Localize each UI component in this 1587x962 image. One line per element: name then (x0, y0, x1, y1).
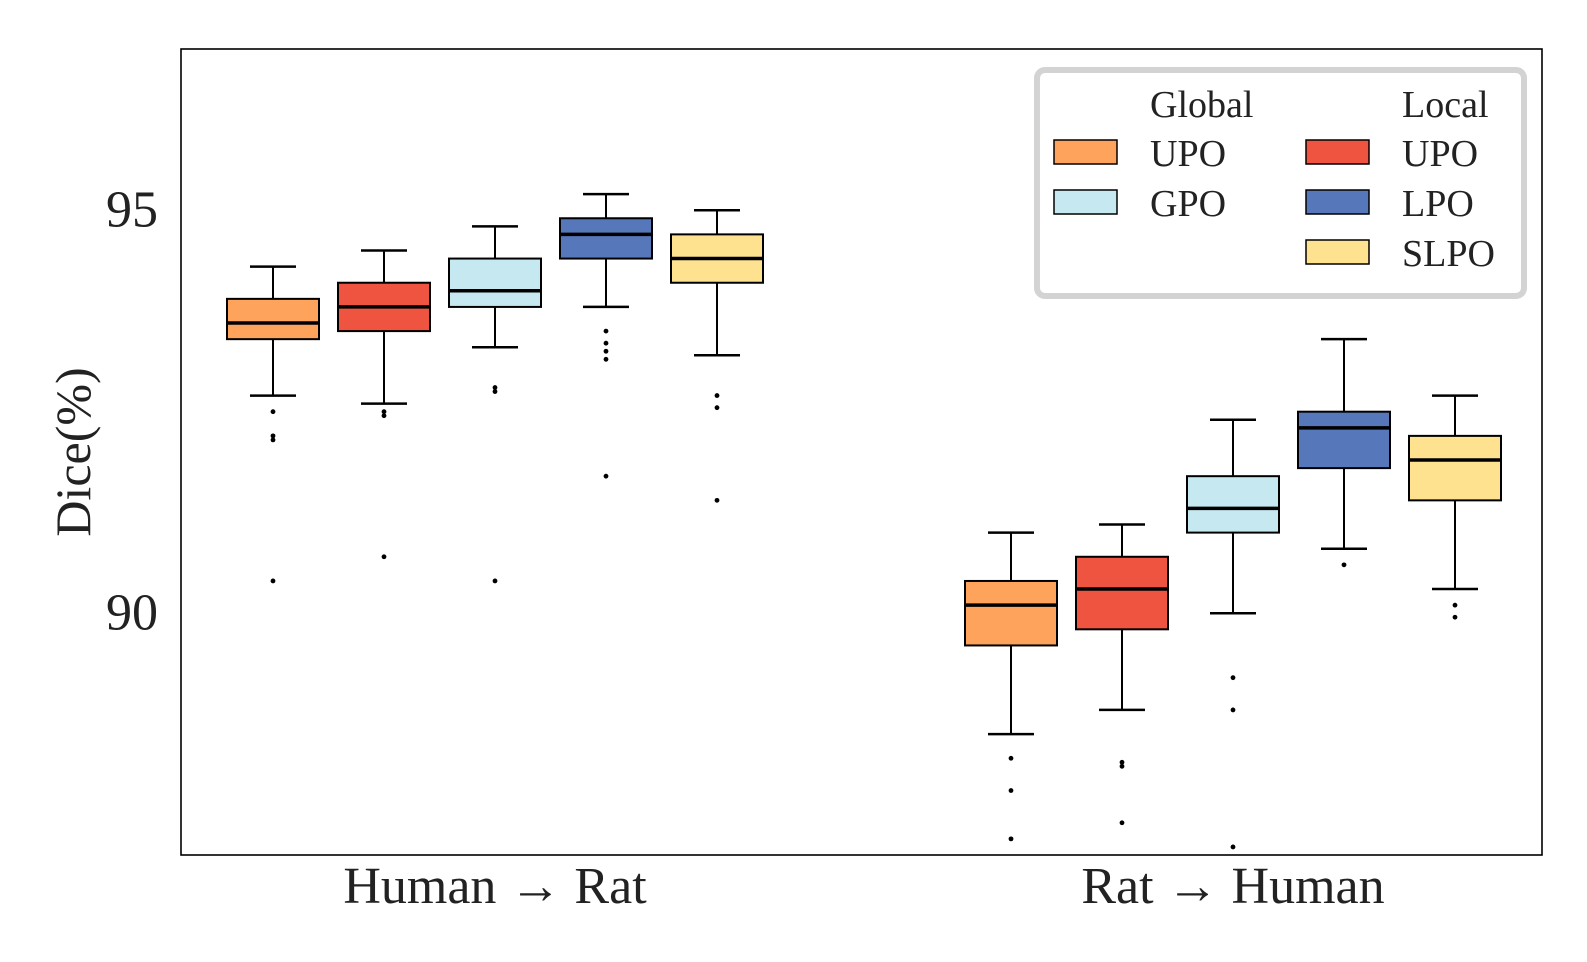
outlier-gpo-global-g1-0 (1230, 675, 1236, 681)
x-category-label-human-to-rat: Human → Rat (343, 858, 647, 915)
outlier-slpo-local-g0-2 (714, 497, 720, 503)
legend-label-global-upo: UPO (1150, 133, 1226, 175)
outlier-lpo-local-g0-2 (603, 348, 609, 354)
outlier-upo-global-g0-0 (270, 409, 276, 415)
outlier-gpo-global-g1-2 (1230, 844, 1236, 850)
outlier-upo-global-g1-2 (1008, 836, 1014, 842)
outlier-gpo-global-g1-1 (1230, 707, 1236, 713)
legend-label-local-lpo: LPO (1402, 183, 1474, 225)
box-gpo-global-g1 (1186, 475, 1280, 534)
outlier-upo-global-g0-3 (270, 578, 276, 584)
box-upo-local-g1 (1075, 555, 1169, 631)
y-axis-label: Dice(%) (45, 367, 101, 536)
legend: Global Local UPO GPO UPO LPO SLPO (1034, 67, 1527, 299)
outlier-upo-global-g1-1 (1008, 788, 1014, 793)
outlier-lpo-local-g0-3 (603, 356, 609, 362)
y-tick-label-95: 95 (106, 182, 158, 239)
outlier-slpo-local-g0-0 (714, 393, 720, 398)
legend-title-global: Global (1150, 84, 1253, 126)
legend-swatch-global-upo (1053, 139, 1118, 165)
legend-label-global-gpo: GPO (1150, 183, 1226, 225)
outlier-slpo-local-g1-1 (1452, 614, 1458, 620)
box-slpo-local-g1 (1408, 434, 1502, 502)
outlier-upo-global-g0-1 (270, 433, 276, 439)
plot-frame (180, 48, 1543, 856)
outlier-upo-local-g0-1 (381, 413, 387, 419)
outlier-upo-local-g1-1 (1119, 763, 1125, 769)
outlier-lpo-local-g1-0 (1341, 562, 1347, 568)
outlier-slpo-local-g0-1 (714, 405, 720, 411)
outlier-upo-local-g1-2 (1119, 820, 1125, 826)
outlier-upo-global-g0-2 (270, 437, 276, 443)
outlier-upo-local-g1-0 (1119, 759, 1125, 765)
outlier-upo-local-g0-2 (381, 554, 387, 560)
boxes-layer (226, 192, 1502, 850)
outlier-slpo-local-g1-0 (1452, 602, 1458, 608)
legend-title-local: Local (1402, 84, 1489, 126)
box-upo-global-g0 (226, 297, 320, 341)
outlier-upo-local-g0-0 (381, 409, 387, 415)
box-gpo-global-g0 (448, 257, 542, 308)
outlier-lpo-local-g0-0 (603, 328, 609, 334)
box-lpo-local-g1 (1297, 410, 1391, 470)
legend-label-local-slpo: SLPO (1402, 233, 1495, 275)
outlier-upo-global-g1-0 (1008, 755, 1014, 761)
outlier-gpo-global-g0-2 (492, 578, 498, 584)
y-tick-label-90: 90 (106, 585, 158, 642)
outlier-gpo-global-g0-0 (492, 385, 498, 390)
outlier-gpo-global-g0-1 (492, 389, 498, 394)
legend-frame (1034, 67, 1527, 299)
x-category-label-rat-to-human: Rat → Human (1081, 858, 1384, 915)
legend-swatch-local-upo (1305, 139, 1370, 165)
legend-swatch-local-slpo (1305, 239, 1370, 265)
legend-swatch-global-gpo (1053, 189, 1118, 215)
box-lpo-local-g0 (559, 217, 653, 260)
outlier-lpo-local-g0-4 (603, 473, 609, 479)
legend-label-local-upo: UPO (1402, 133, 1478, 175)
legend-swatch-local-lpo (1305, 189, 1370, 215)
outlier-lpo-local-g0-1 (603, 340, 609, 346)
box-upo-global-g1 (964, 579, 1058, 647)
